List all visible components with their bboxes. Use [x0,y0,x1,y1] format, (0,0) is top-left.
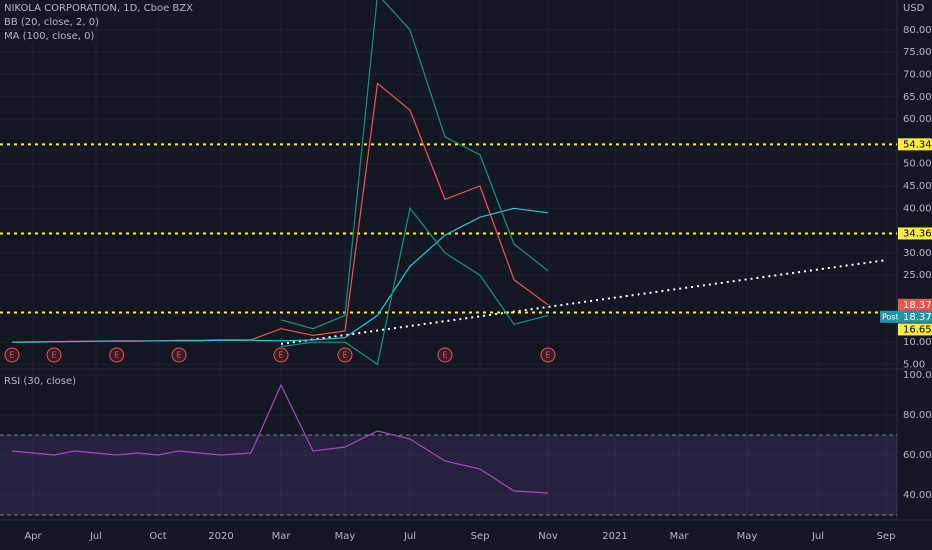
indicator-label: MA (100, close, 0) [4,31,94,42]
x-tick-label: Jul [811,531,824,542]
level-label-bg [898,323,932,336]
post-price-label: 18.37 [903,312,932,323]
y-tick-label: 40.00 [903,490,932,501]
x-tick-label: 2020 [208,531,233,542]
earnings-label: E [114,351,119,360]
y-tick-label: 60.00 [903,114,932,125]
earnings-label: E [51,351,56,360]
y-tick-label: 5.00 [903,359,925,370]
earnings-label: E [342,351,347,360]
y-tick-label: 75.00 [903,47,932,58]
series-line [12,207,549,343]
last-price-label-bg [898,298,932,311]
y-tick-label: 50.00 [903,159,932,170]
marks [0,0,897,516]
earnings-marker [540,347,556,363]
y-tick-label: 30.00 [903,248,932,259]
earnings-marker [437,347,453,363]
y-tick-label: 60.00 [903,450,932,461]
earnings-label: E [176,351,181,360]
currency: USD [903,3,925,14]
earnings-marker [337,347,353,363]
y-tick-label: 25.00 [903,270,932,281]
y-tick-label: 10.00 [903,337,932,348]
earnings-label: E [278,351,283,360]
earnings-marker [273,347,289,363]
y-tick-label: 80.00 [903,25,932,36]
x-tick-label: Nov [538,531,558,542]
x-tick-label: May [335,531,356,542]
post-price-label-bg [898,310,932,323]
x-tick-label: May [737,531,758,542]
earnings-marker [109,347,125,363]
x-tick-label: 2021 [602,531,627,542]
y-tick-label: 40.00 [903,203,932,214]
x-tick-label: Mar [272,531,292,542]
earnings-label: E [9,351,14,360]
indicator-label: BB (20, close, 2, 0) [4,17,99,28]
level-label-bg [898,138,932,151]
level-label: 16.65 [903,324,932,335]
series-line [280,206,549,366]
level-label-bg [898,227,932,240]
earnings-marker [171,347,187,363]
earnings-marker [46,347,62,363]
earnings-label: E [545,351,550,360]
y-tick-label: 45.00 [903,181,932,192]
earnings-marker [4,347,20,363]
x-tick-label: Sep [877,531,896,542]
earnings-label: E [442,351,447,360]
level-label: 34.36 [903,228,932,239]
grid [0,0,897,520]
x-tick-label: Oct [149,531,166,542]
labels: Apr Jul Oct 2020 Mar May Jul Sep Nov 2021 Mar May Ju… [9,25,932,542]
y-tick-label: 70.00 [903,69,932,80]
level-label: 54.34 [903,139,932,150]
series-line [11,383,549,494]
y-tick-label: 80.00 [903,410,932,421]
post-tag: Post [882,312,899,321]
y-tick-label: 65.00 [903,92,932,103]
rsi-title: RSI (30, close) [4,376,76,387]
last-price-label: 18.37 [903,300,932,311]
x-tick-label: Jul [403,531,416,542]
post-tag-bg [880,310,898,323]
rsi-band-fill [0,435,897,515]
x-tick-label: Apr [24,531,42,542]
x-tick-label: Mar [670,531,690,542]
y-tick-label: 100.00 [903,370,932,381]
x-tick-label: Sep [471,531,490,542]
series-line [280,0,549,330]
chart-title: NIKOLA CORPORATION, 1D, Cboe BZX [4,3,193,14]
x-tick-label: Jul [89,531,102,542]
